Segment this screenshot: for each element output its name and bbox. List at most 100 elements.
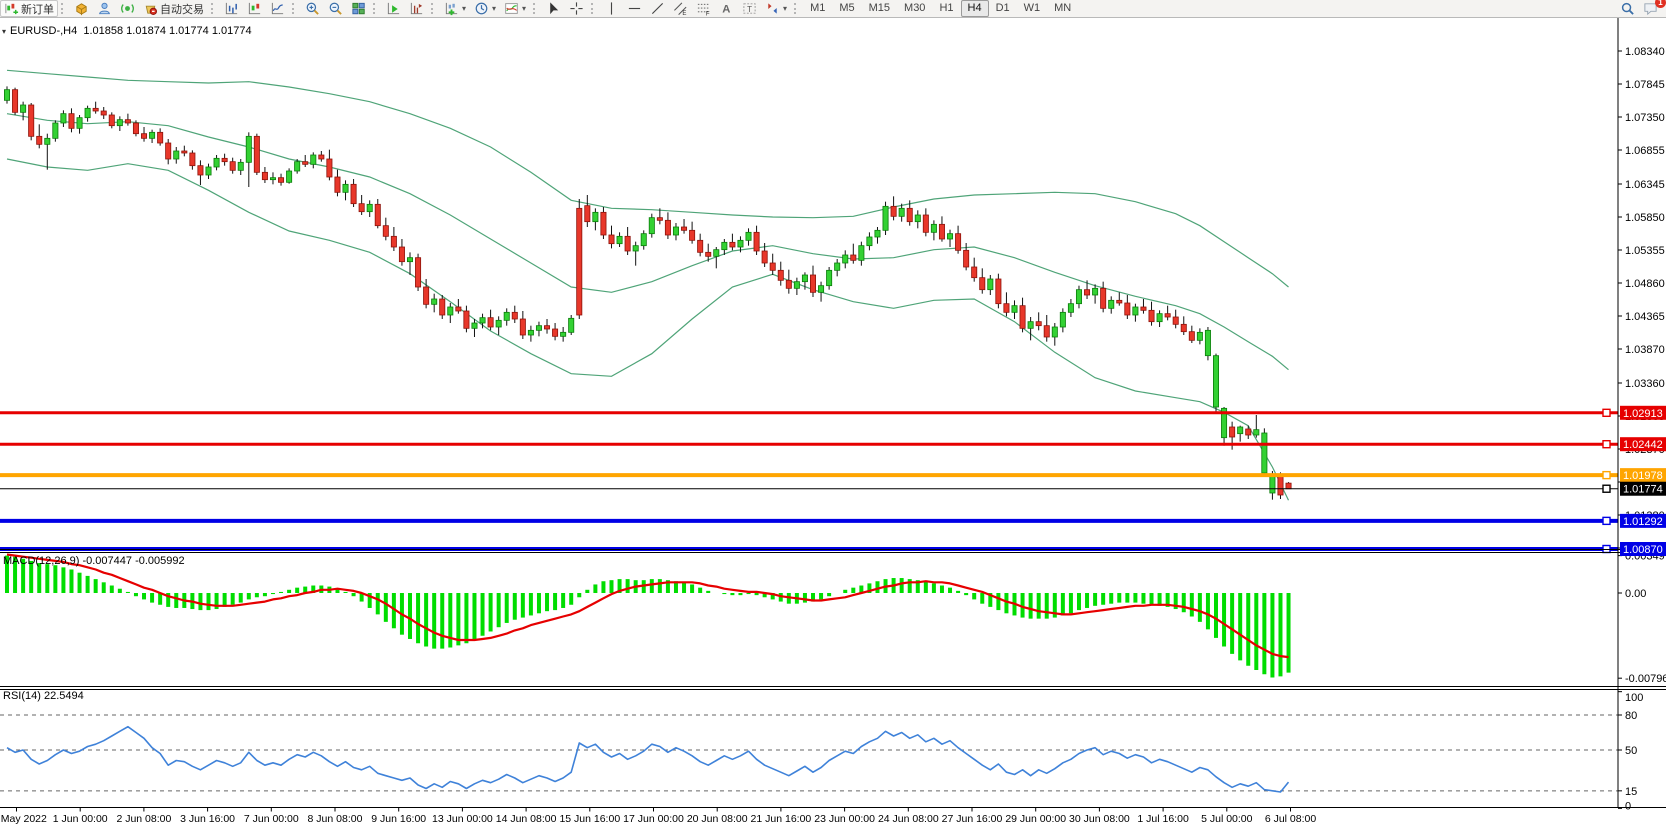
timeframe-mn-button[interactable]: MN <box>1054 2 1072 14</box>
candle-body <box>906 207 913 223</box>
bollinger-upper-band[interactable] <box>6 69 1289 288</box>
candle-body <box>697 239 704 253</box>
add-chart-button[interactable]: ▾ <box>440 0 470 17</box>
candle-body <box>1269 474 1276 494</box>
crosshair-button[interactable] <box>565 0 588 17</box>
chat-button[interactable]: 1 <box>1639 0 1666 17</box>
fibonacci-icon: F <box>697 3 710 16</box>
cursor-button[interactable] <box>542 0 565 17</box>
timeframe-m15-button[interactable]: M15 <box>868 2 891 14</box>
candle-body <box>382 225 389 237</box>
channel-button[interactable]: E <box>669 0 692 17</box>
candle-body <box>672 226 679 236</box>
indicators-button[interactable]: ▾ <box>500 0 530 17</box>
candle-body <box>229 161 236 171</box>
timeframe-m30-button[interactable]: M30 <box>904 2 926 14</box>
line-anchor-handle[interactable] <box>1602 470 1611 480</box>
candle-body <box>92 107 99 112</box>
timeframe-m1-button[interactable]: M1 <box>810 2 826 14</box>
candle-body <box>439 298 446 316</box>
chevron-down-icon: ▾ <box>783 4 788 13</box>
price-axis-label: 1.08340 <box>1625 46 1665 58</box>
signal-button[interactable] <box>116 0 139 17</box>
price-level-badge <box>1620 481 1666 496</box>
time-axis-label: 30 May 2022 <box>0 813 47 825</box>
candle-body <box>866 236 873 247</box>
fibonacci-button[interactable]: F <box>692 0 715 17</box>
candle-body <box>1196 331 1203 341</box>
time-axis-label: 8 Jun 08:00 <box>308 813 363 825</box>
bollinger-middle-band[interactable] <box>6 113 1289 371</box>
candle-body <box>769 262 776 271</box>
zoom-in-button[interactable] <box>301 0 324 17</box>
candle-body <box>132 122 139 135</box>
tiles-button[interactable] <box>347 0 370 17</box>
clock-button[interactable]: ▾ <box>470 0 500 17</box>
candle-body <box>850 254 857 261</box>
text-button[interactable]: A <box>715 0 738 17</box>
line-chart-button[interactable] <box>266 0 289 17</box>
tiles-icon <box>352 2 365 15</box>
vline-button[interactable] <box>600 0 623 17</box>
price-axis-label: 1.07845 <box>1625 79 1665 91</box>
new-order-icon <box>5 3 19 15</box>
collapse-icon[interactable]: ▾ <box>2 26 7 36</box>
candle-body <box>1019 305 1026 329</box>
symbol-info-label[interactable]: ▾ EURUSD-,H4 1.01858 1.01874 1.01774 1.0… <box>2 25 252 37</box>
candle-body <box>334 176 341 193</box>
box-button[interactable] <box>70 0 93 17</box>
time-axis-label: 1 Jul 16:00 <box>1137 813 1189 825</box>
bar-chart-button[interactable] <box>220 0 243 17</box>
price-axis-label: 1.05355 <box>1625 245 1665 257</box>
toolbar-separator <box>794 3 801 14</box>
price-level-badge-text: 1.00870 <box>1623 544 1663 556</box>
line-anchor-handle[interactable] <box>1602 440 1611 449</box>
line-anchor-handle[interactable] <box>1602 408 1611 417</box>
search-button[interactable] <box>1616 0 1639 17</box>
label-button[interactable]: T <box>738 0 761 17</box>
bollinger-lower-band[interactable] <box>6 158 1290 501</box>
toolbar: 新订单 自动交易 ▾ ▾ ▾ E F A T ▾ M1 M5 M15 M30 H1 H4 D1 W1 MN 1 <box>0 0 1666 18</box>
candle-body <box>1180 323 1187 333</box>
chevron-down-icon: ▾ <box>462 4 467 13</box>
line-anchor-handle[interactable] <box>1602 516 1611 526</box>
autotrade-button[interactable]: 自动交易 <box>139 0 208 17</box>
candle-body <box>1043 325 1050 338</box>
chevron-down-icon: ▾ <box>492 4 497 13</box>
candle-body <box>793 281 800 289</box>
arrows-button[interactable]: ▾ <box>761 0 791 17</box>
candle-body <box>253 135 260 173</box>
time-axis-label: 29 Jun 00:00 <box>1005 813 1066 825</box>
candle-body <box>108 114 115 127</box>
price-level-badge-text: 1.02913 <box>1623 408 1663 420</box>
candle-body <box>44 137 51 145</box>
candle-body <box>149 131 156 139</box>
candle-body <box>1132 306 1139 316</box>
line-anchor-handle[interactable] <box>1602 484 1611 493</box>
candle-body <box>705 251 712 257</box>
time-axis-label: 27 Jun 16:00 <box>942 813 1003 825</box>
candle-chart-button[interactable] <box>243 0 266 17</box>
new-order-button[interactable]: 新订单 <box>0 0 58 17</box>
price-axis-label: 1.04860 <box>1625 278 1665 290</box>
timeframe-w1-button[interactable]: W1 <box>1023 2 1041 14</box>
time-axis-label: 6 Jul 08:00 <box>1265 813 1317 825</box>
candle-body <box>245 135 252 163</box>
zoom-out-button[interactable] <box>324 0 347 17</box>
candle-body <box>197 165 204 176</box>
candle-body <box>84 107 91 119</box>
timeframe-m5-button[interactable]: M5 <box>839 2 855 14</box>
step-chart-button[interactable] <box>405 0 428 17</box>
user-button[interactable] <box>93 0 116 17</box>
symbol-ohlc-text: EURUSD-,H4 1.01858 1.01874 1.01774 1.017… <box>10 25 252 37</box>
time-axis-label: 7 Jun 00:00 <box>244 813 299 825</box>
timeframe-h4-button[interactable]: H4 <box>960 0 989 17</box>
timeframe-h1-button[interactable]: H1 <box>939 2 954 14</box>
timeframe-d1-button[interactable]: D1 <box>995 2 1010 14</box>
trendline-button[interactable] <box>646 0 669 17</box>
hline-button[interactable] <box>623 0 646 17</box>
candle-body <box>568 317 575 333</box>
time-axis-label: 21 Jun 16:00 <box>751 813 812 825</box>
play-chart-button[interactable] <box>382 0 405 17</box>
